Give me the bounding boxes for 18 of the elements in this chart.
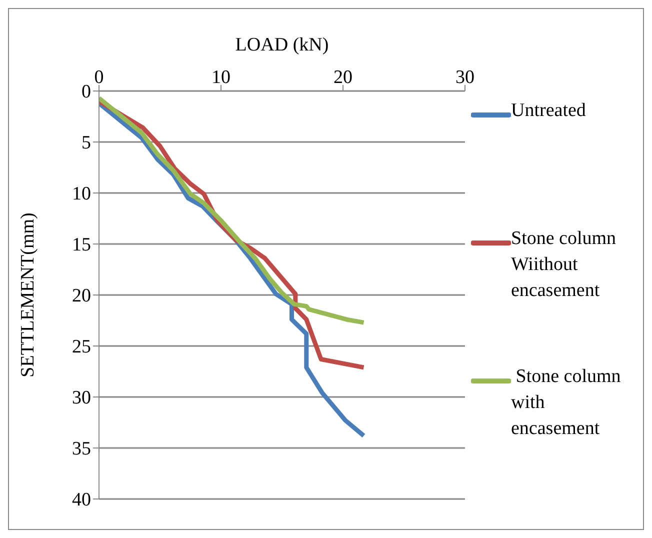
y-tick-label: 40 <box>72 490 91 511</box>
y-tick-label: 10 <box>72 184 91 205</box>
y-tick-label: 5 <box>82 132 91 154</box>
y-tick-label: 30 <box>72 388 91 409</box>
y-tick-label: 0 <box>82 82 91 103</box>
y-tick-label: 35 <box>72 438 91 460</box>
y-tick-label: 15 <box>72 234 91 256</box>
x-tick-label: 20 <box>334 67 352 88</box>
line-series <box>99 96 366 325</box>
legend-label: Untreated <box>511 99 587 123</box>
x-tick-label: 30 <box>456 67 474 88</box>
y-tick-label: 20 <box>72 286 91 307</box>
x-axis-title: LOAD (kN) <box>235 34 329 56</box>
legend-label: Stone column with encasement <box>511 365 622 441</box>
y-tick-label: 25 <box>72 336 91 358</box>
y-axis-title: SETTLEMENT(mm) <box>18 212 39 378</box>
legend-label: Stone column Wiithout encasement <box>511 227 618 303</box>
x-tick-label: 10 <box>212 67 230 88</box>
